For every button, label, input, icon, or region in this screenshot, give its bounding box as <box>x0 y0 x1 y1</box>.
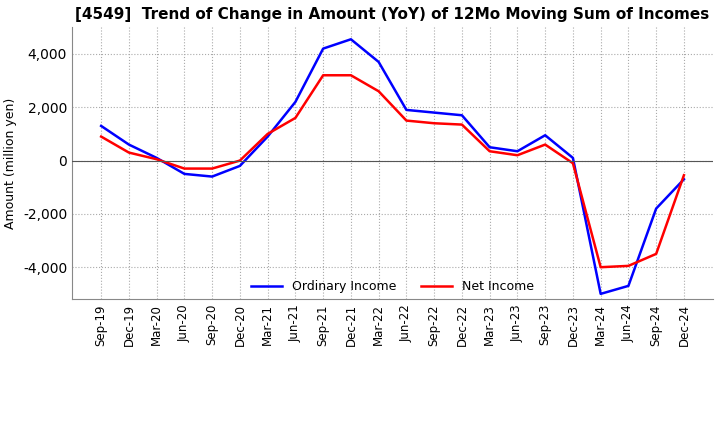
Ordinary Income <box>291 99 300 105</box>
Ordinary Income <box>513 149 522 154</box>
Ordinary Income <box>624 283 633 289</box>
Ordinary Income <box>374 59 383 65</box>
Ordinary Income <box>652 206 660 211</box>
Ordinary Income <box>125 142 133 147</box>
Net Income <box>96 134 105 139</box>
Ordinary Income <box>430 110 438 115</box>
Net Income <box>596 264 605 270</box>
Net Income <box>180 166 189 171</box>
Ordinary Income <box>485 145 494 150</box>
Ordinary Income <box>319 46 328 51</box>
Net Income <box>125 150 133 155</box>
Net Income <box>624 263 633 268</box>
Title: [4549]  Trend of Change in Amount (YoY) of 12Mo Moving Sum of Incomes: [4549] Trend of Change in Amount (YoY) o… <box>76 7 710 22</box>
Ordinary Income <box>458 113 467 118</box>
Ordinary Income <box>541 132 549 138</box>
Net Income <box>153 157 161 162</box>
Net Income <box>346 73 355 78</box>
Ordinary Income <box>153 155 161 161</box>
Net Income <box>458 122 467 127</box>
Ordinary Income <box>596 291 605 297</box>
Net Income <box>513 153 522 158</box>
Y-axis label: Amount (million yen): Amount (million yen) <box>4 98 17 229</box>
Net Income <box>485 149 494 154</box>
Line: Net Income: Net Income <box>101 75 684 267</box>
Ordinary Income <box>264 134 272 139</box>
Ordinary Income <box>180 171 189 176</box>
Ordinary Income <box>208 174 217 179</box>
Ordinary Income <box>402 107 410 113</box>
Net Income <box>208 166 217 171</box>
Net Income <box>291 115 300 121</box>
Net Income <box>402 118 410 123</box>
Ordinary Income <box>346 37 355 42</box>
Ordinary Income <box>569 155 577 161</box>
Ordinary Income <box>96 123 105 128</box>
Net Income <box>569 161 577 166</box>
Net Income <box>319 73 328 78</box>
Net Income <box>652 251 660 257</box>
Net Income <box>680 172 688 178</box>
Net Income <box>541 142 549 147</box>
Net Income <box>264 131 272 136</box>
Legend: Ordinary Income, Net Income: Ordinary Income, Net Income <box>246 275 539 298</box>
Net Income <box>235 158 244 163</box>
Ordinary Income <box>680 176 688 182</box>
Net Income <box>374 88 383 94</box>
Net Income <box>430 121 438 126</box>
Ordinary Income <box>235 163 244 169</box>
Line: Ordinary Income: Ordinary Income <box>101 39 684 294</box>
